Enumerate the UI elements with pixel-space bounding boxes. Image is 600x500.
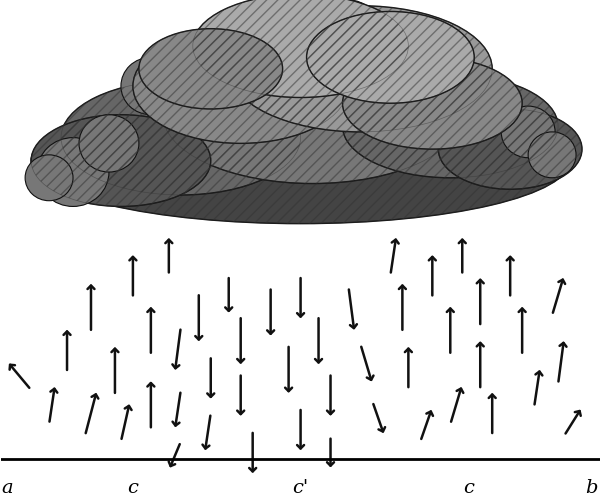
Ellipse shape — [31, 114, 211, 206]
Circle shape — [181, 28, 241, 86]
Circle shape — [235, 0, 307, 69]
Ellipse shape — [163, 46, 462, 184]
Text: c: c — [463, 479, 473, 497]
Text: c': c' — [292, 479, 309, 497]
Ellipse shape — [31, 98, 570, 224]
Circle shape — [388, 32, 453, 94]
Circle shape — [37, 138, 109, 206]
Ellipse shape — [139, 28, 283, 109]
Circle shape — [501, 106, 555, 158]
Circle shape — [25, 155, 73, 200]
Ellipse shape — [61, 80, 301, 195]
Ellipse shape — [133, 28, 349, 144]
Text: a: a — [1, 479, 13, 497]
Ellipse shape — [343, 58, 522, 149]
Circle shape — [528, 132, 576, 178]
Circle shape — [319, 0, 379, 58]
Circle shape — [121, 58, 181, 114]
Ellipse shape — [229, 6, 492, 132]
Ellipse shape — [439, 109, 582, 189]
Text: c: c — [127, 479, 139, 497]
Ellipse shape — [343, 74, 558, 178]
Ellipse shape — [193, 0, 409, 98]
Ellipse shape — [307, 12, 474, 103]
Circle shape — [79, 114, 139, 172]
Text: b: b — [585, 479, 597, 497]
Circle shape — [450, 69, 510, 126]
